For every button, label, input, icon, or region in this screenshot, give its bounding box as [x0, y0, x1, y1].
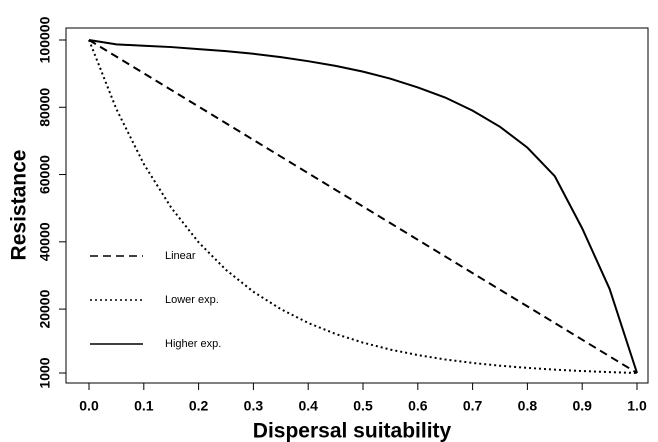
x-tick-label: 0.4	[298, 398, 318, 414]
y-tick-label: 100000	[37, 16, 53, 63]
x-tick-label: 0.6	[408, 398, 428, 414]
x-tick-label: 0.3	[244, 398, 264, 414]
legend-label: Lower exp.	[165, 294, 219, 306]
y-tick-label: 40000	[37, 222, 53, 261]
x-tick-label: 0.7	[463, 398, 483, 414]
plot-frame	[65, 27, 649, 384]
x-tick-label: 0.9	[572, 398, 592, 414]
series-line	[88, 39, 638, 374]
x-axis-title: Dispersal suitability	[253, 420, 452, 442]
y-tick-label: 20000	[37, 289, 53, 328]
x-tick-label: 1.0	[627, 398, 647, 414]
y-tick-label: 1000	[37, 357, 53, 388]
y-axis-title: Resistance	[8, 150, 31, 261]
series-line	[88, 39, 638, 374]
series-line	[88, 39, 638, 374]
legend-label: Linear	[165, 250, 196, 262]
x-tick-label: 0.0	[79, 398, 99, 414]
y-tick-label: 80000	[37, 88, 53, 127]
x-tick-label: 0.5	[353, 398, 373, 414]
x-tick-label: 0.2	[189, 398, 209, 414]
x-tick-label: 0.1	[134, 398, 154, 414]
x-tick-label: 0.8	[518, 398, 538, 414]
y-tick-label: 60000	[37, 155, 53, 194]
legend-label: Higher exp.	[165, 338, 221, 350]
